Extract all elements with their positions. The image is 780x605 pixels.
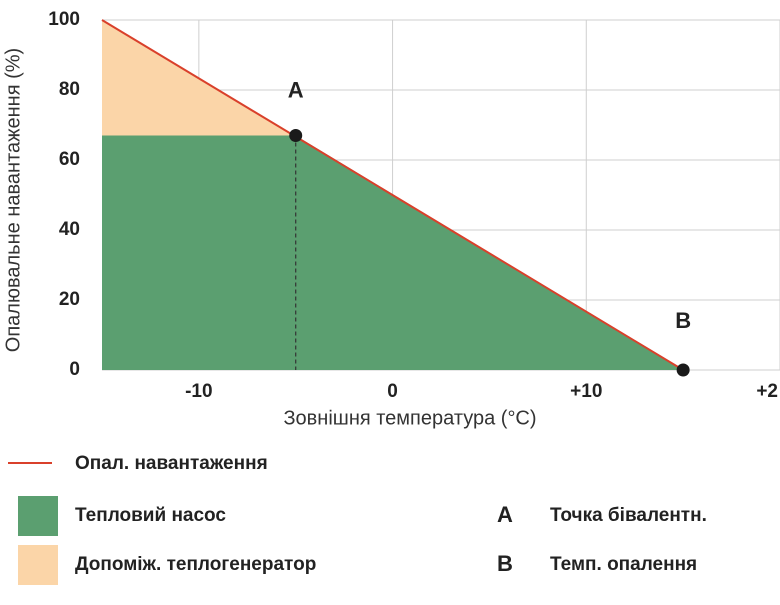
y-tick-label: 60 [59, 149, 80, 170]
legend-label: Допоміж. теплогенератор [75, 554, 316, 575]
area [102, 135, 684, 370]
point-label: B [675, 308, 691, 333]
line [101, 19, 684, 371]
legend-swatch [18, 545, 58, 585]
x-tick-label: +2 [756, 381, 778, 402]
x-axis-title: Зовнішня температура (°C) [283, 407, 536, 429]
y-tick-label: 80 [59, 79, 80, 100]
y-tick-label: 0 [69, 359, 80, 380]
point-label: A [288, 77, 304, 102]
point [676, 363, 690, 377]
legend-point-marker: B [497, 551, 513, 576]
y-axis-title: Опалювальне навантаження (%) [2, 48, 24, 352]
point [289, 129, 303, 142]
legend-label: Точка бівалентн. [550, 505, 707, 526]
legend-label: Опал. навантаження [75, 453, 268, 474]
x-tick-label: -10 [185, 381, 212, 402]
x-tick-label: 0 [387, 381, 398, 402]
legend-label: Темп. опалення [550, 554, 697, 575]
y-tick-label: 40 [59, 219, 80, 240]
legend-label: Тепловий насос [75, 505, 226, 526]
legend-swatch [18, 496, 58, 536]
x-tick-label: +10 [570, 381, 602, 402]
y-tick-label: 100 [48, 9, 80, 30]
y-tick-label: 20 [59, 289, 80, 310]
legend-point-marker: A [497, 502, 513, 527]
